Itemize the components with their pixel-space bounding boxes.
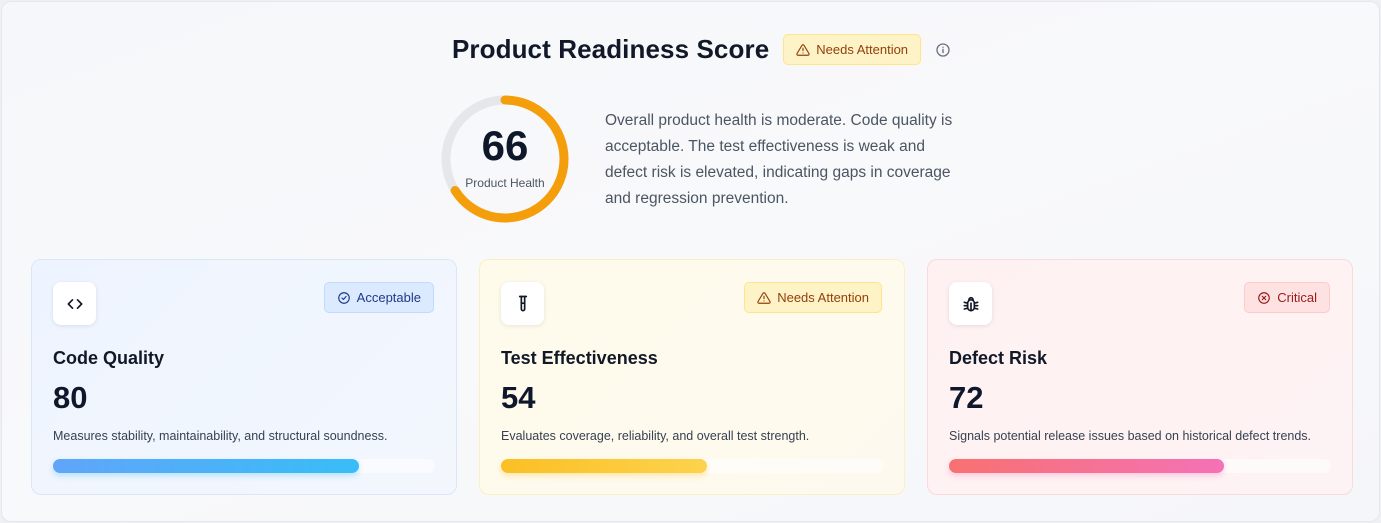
card-title: Code Quality [53, 348, 165, 368]
card-score: 54 [501, 380, 536, 415]
status-badge-label: Acceptable [356, 290, 421, 305]
info-icon[interactable] [935, 42, 951, 58]
health-gauge: 66 Product Health [439, 93, 571, 225]
card-description: Measures stability, maintainability, and… [53, 429, 388, 443]
warning-icon [757, 291, 771, 304]
card-title: Defect Risk [949, 348, 1048, 368]
test-effectiveness-card: Needs Attention Test Effectiveness 54 Ev… [479, 259, 905, 495]
page-title: Product Readiness Score [451, 34, 770, 64]
code-quality-card: Acceptable Code Quality 80 Measures stab… [31, 259, 457, 495]
status-badge: Needs Attention [783, 34, 922, 65]
status-badge-label: Needs Attention [816, 42, 909, 57]
progress-bar-track [53, 459, 435, 473]
status-badge-label: Critical [1277, 290, 1317, 305]
status-badge: Critical [1244, 282, 1330, 313]
gauge-progress-arc [441, 95, 569, 223]
progress-bar-fill [53, 459, 359, 473]
bug-icon [949, 282, 992, 325]
status-badge-label: Needs Attention [777, 290, 869, 305]
panel-header: Product Readiness Score Needs Attention [2, 34, 1379, 65]
health-label: Product Health [465, 176, 545, 190]
code-icon [53, 282, 96, 325]
card-description: Evaluates coverage, reliability, and ove… [501, 429, 810, 443]
status-badge: Needs Attention [744, 282, 882, 313]
status-badge: Acceptable [323, 282, 434, 313]
card-score: 80 [53, 380, 88, 415]
health-summary: Overall product health is moderate. Code… [605, 112, 953, 207]
check-circle-icon [337, 291, 350, 304]
card-score: 72 [949, 380, 984, 415]
progress-bar-track [949, 459, 1331, 473]
warning-icon [796, 43, 810, 56]
x-circle-icon [1258, 291, 1271, 304]
progress-bar-fill [949, 459, 1225, 473]
health-score: 66 [481, 122, 529, 169]
test-tube-icon [501, 282, 544, 325]
card-title: Test Effectiveness [501, 348, 658, 368]
defect-risk-card: Critical Defect Risk 72 Signals potentia… [927, 259, 1353, 495]
progress-bar-track [501, 459, 883, 473]
progress-bar-fill [501, 459, 708, 473]
card-description: Signals potential release issues based o… [949, 429, 1312, 443]
